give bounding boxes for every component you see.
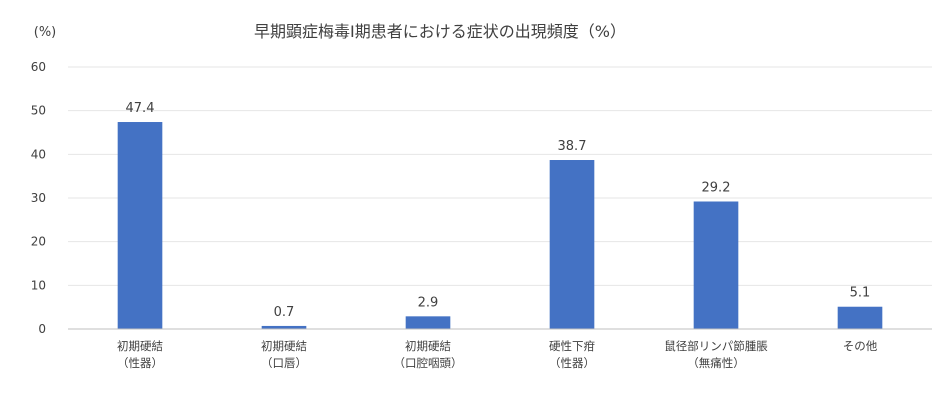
bar bbox=[261, 325, 307, 329]
y-axis-unit: (%) bbox=[34, 25, 57, 40]
x-tick-label: （口腔咽頭） bbox=[394, 356, 463, 370]
bar bbox=[549, 160, 595, 329]
x-tick-label: 硬性下疳 bbox=[549, 339, 595, 353]
bar bbox=[837, 306, 883, 329]
data-label: 47.4 bbox=[126, 101, 155, 116]
data-labels: 47.4 0.7 2.9 38.7 29.2 5.1 bbox=[126, 101, 871, 320]
y-tick-label: 60 bbox=[31, 60, 46, 74]
bar bbox=[405, 316, 451, 329]
gridlines bbox=[68, 66, 932, 286]
y-tick-label: 50 bbox=[31, 104, 46, 118]
data-label: 5.1 bbox=[850, 286, 871, 301]
y-tick-label: 30 bbox=[31, 191, 46, 205]
y-tick-label: 20 bbox=[31, 235, 46, 249]
x-tick-label: （無痛性） bbox=[687, 356, 745, 370]
bar bbox=[117, 122, 163, 330]
y-tick-label: 40 bbox=[31, 147, 46, 161]
y-axis-ticks: 0 10 20 30 40 50 60 bbox=[31, 60, 46, 336]
x-tick-label: 初期硬結 bbox=[117, 339, 163, 353]
chart-title: 早期顕症梅毒Ⅰ期患者における症状の出現頻度（%） bbox=[254, 22, 626, 41]
x-tick-label: 初期硬結 bbox=[261, 339, 307, 353]
y-tick-label: 10 bbox=[31, 278, 46, 292]
x-tick-label: （口唇） bbox=[261, 356, 307, 370]
x-tick-label: （性器） bbox=[117, 356, 163, 370]
data-label: 38.7 bbox=[558, 139, 587, 154]
x-tick-label: その他 bbox=[843, 339, 878, 353]
data-label: 0.7 bbox=[274, 305, 295, 320]
x-tick-label: 鼠径部リンパ節腫脹 bbox=[664, 339, 768, 353]
x-axis-categories: 初期硬結 （性器） 初期硬結 （口唇） 初期硬結 （口腔咽頭） 硬性下疳 （性器） 鼠径部リンパ… bbox=[117, 339, 878, 370]
x-tick-label: （性器） bbox=[549, 356, 595, 370]
data-label: 29.2 bbox=[702, 180, 731, 195]
x-tick-label: 初期硬結 bbox=[405, 339, 451, 353]
bars bbox=[117, 122, 883, 330]
data-label: 2.9 bbox=[418, 295, 439, 310]
y-tick-label: 0 bbox=[38, 322, 46, 336]
bar bbox=[693, 201, 739, 329]
